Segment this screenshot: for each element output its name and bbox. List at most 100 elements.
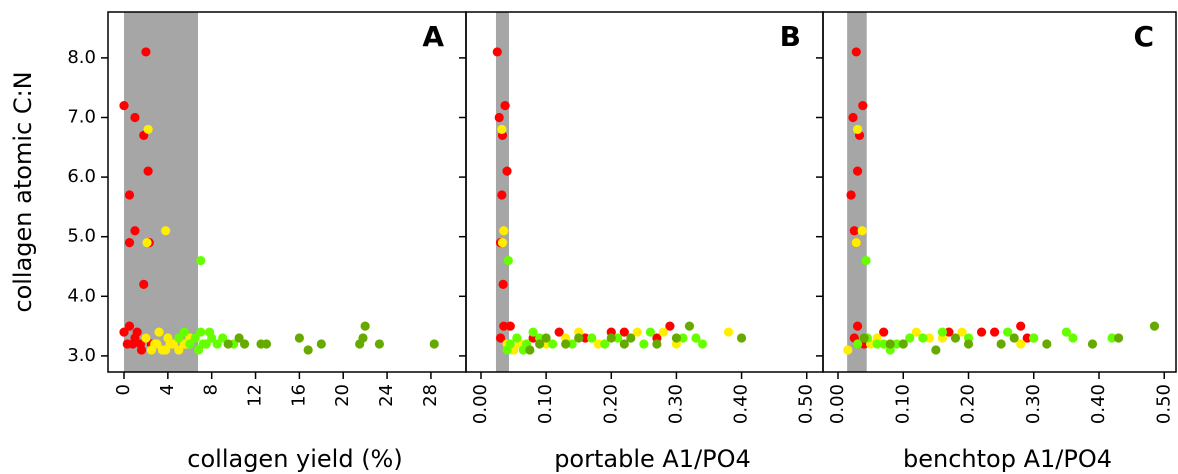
point — [1107, 333, 1117, 343]
x-tick-label: 0.10 — [535, 384, 556, 424]
x-tick-label: 12 — [245, 384, 266, 407]
point — [528, 327, 538, 337]
point — [196, 255, 206, 266]
point — [141, 333, 151, 343]
point — [851, 47, 861, 57]
point — [174, 333, 184, 343]
point — [849, 226, 859, 236]
point — [658, 327, 668, 337]
point — [499, 321, 509, 331]
x-axis-label: benchtop A1/PO4 — [903, 445, 1112, 473]
point — [548, 339, 558, 349]
x-tick-label: 0.10 — [892, 384, 913, 424]
y-tick-label: 5.0 — [67, 226, 96, 247]
point — [1068, 333, 1078, 343]
x-tick-label: 28 — [420, 384, 441, 407]
x-axis-label: portable A1/PO4 — [554, 445, 751, 473]
y-axis-label: collagen atomic C:N — [9, 71, 37, 312]
y-tick-label: 6.0 — [67, 166, 96, 187]
x-tick-label: 20 — [332, 384, 353, 407]
point — [119, 100, 129, 111]
plot-frame — [465, 11, 824, 373]
x-axis-label: collagen yield (%) — [187, 445, 402, 473]
point — [1016, 339, 1026, 349]
point — [905, 333, 915, 343]
point — [963, 339, 974, 349]
point — [879, 327, 889, 337]
point — [857, 226, 867, 236]
point — [124, 190, 135, 200]
point — [161, 345, 171, 355]
y-tick-label: 8.0 — [67, 47, 96, 68]
point — [1061, 327, 1071, 337]
point — [852, 321, 863, 331]
point — [128, 339, 138, 349]
point — [852, 124, 863, 135]
point — [632, 327, 642, 337]
point — [1087, 339, 1098, 349]
point — [535, 339, 545, 349]
point — [174, 345, 184, 355]
point — [198, 339, 208, 349]
point — [1003, 327, 1013, 337]
point — [495, 333, 506, 343]
point — [684, 321, 695, 331]
point — [132, 327, 142, 337]
x-tick-label: 0.30 — [1023, 384, 1044, 424]
point — [990, 327, 1000, 337]
point — [360, 321, 370, 331]
point — [505, 321, 515, 331]
plot-frame — [822, 11, 1177, 373]
y-tick-label: 7.0 — [67, 106, 96, 127]
point — [502, 345, 512, 355]
point — [130, 226, 140, 236]
point — [898, 339, 908, 349]
panel-letter: C — [1133, 20, 1154, 53]
point — [957, 327, 967, 337]
point — [1149, 321, 1160, 331]
point — [124, 238, 135, 248]
point — [494, 112, 504, 123]
point — [639, 339, 649, 349]
point — [843, 345, 853, 355]
point — [1113, 333, 1124, 343]
x-tick-label: 0.00 — [470, 384, 491, 424]
point — [185, 339, 195, 349]
point — [996, 339, 1006, 349]
point — [498, 279, 508, 289]
y-tick-label: 4.0 — [67, 285, 96, 306]
point — [218, 333, 228, 343]
point — [976, 327, 987, 337]
x-tick-label: 16 — [288, 384, 309, 407]
panel: 0 4 8 12 16 20 24 28 3.0 4.0 5.0 6.0 7.0 8.0 Acollagen… — [9, 11, 467, 473]
point — [859, 333, 869, 343]
point — [119, 327, 129, 337]
point — [678, 333, 688, 343]
point — [852, 166, 863, 176]
point — [574, 333, 584, 343]
point — [645, 327, 655, 337]
point — [374, 339, 385, 349]
point — [190, 333, 200, 343]
point — [502, 166, 512, 176]
x-tick-label: 0.30 — [665, 384, 686, 424]
point — [848, 112, 858, 123]
panel-letter: B — [780, 20, 801, 53]
point — [613, 333, 623, 343]
point — [497, 190, 507, 200]
point — [525, 345, 535, 355]
x-tick-label: 0 — [113, 384, 134, 395]
point — [554, 327, 564, 337]
point — [223, 339, 233, 349]
point — [723, 327, 734, 337]
point — [429, 339, 439, 349]
point — [358, 333, 368, 343]
panel-letter: A — [422, 20, 444, 53]
point — [234, 333, 244, 343]
point — [1016, 321, 1026, 331]
x-tick-label: 0.50 — [1153, 384, 1174, 424]
